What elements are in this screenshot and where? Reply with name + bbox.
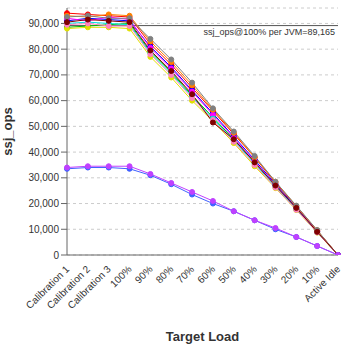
svg-text:40,000: 40,000 bbox=[28, 147, 59, 158]
svg-text:80%: 80% bbox=[154, 263, 176, 285]
svg-text:20,000: 20,000 bbox=[28, 198, 59, 209]
svg-text:Calibration 1: Calibration 1 bbox=[23, 263, 72, 311]
svg-text:50%: 50% bbox=[216, 263, 238, 285]
svg-text:Calibration 3: Calibration 3 bbox=[65, 263, 113, 311]
svg-text:Active Idle: Active Idle bbox=[302, 263, 340, 304]
svg-text:Calibration 2: Calibration 2 bbox=[44, 263, 93, 311]
svg-text:10,000: 10,000 bbox=[28, 224, 59, 235]
svg-text:30%: 30% bbox=[258, 263, 280, 285]
svg-text:70,000: 70,000 bbox=[28, 69, 59, 80]
svg-text:90%: 90% bbox=[133, 263, 155, 285]
svg-text:50,000: 50,000 bbox=[28, 121, 59, 132]
svg-text:60,000: 60,000 bbox=[28, 95, 59, 106]
svg-text:100%: 100% bbox=[108, 263, 134, 289]
svg-text:90,000: 90,000 bbox=[28, 18, 59, 29]
svg-text:10%: 10% bbox=[299, 263, 322, 286]
svg-text:80,000: 80,000 bbox=[28, 44, 59, 55]
svg-text:0: 0 bbox=[53, 250, 59, 261]
svg-text:30,000: 30,000 bbox=[28, 172, 59, 183]
svg-text:40%: 40% bbox=[237, 263, 259, 285]
svg-text:Target Load: Target Load bbox=[166, 329, 239, 344]
svg-text:60%: 60% bbox=[195, 263, 217, 285]
svg-text:ssj_ops: ssj_ops bbox=[8, 107, 15, 155]
svg-text:20%: 20% bbox=[279, 263, 301, 285]
svg-text:70%: 70% bbox=[174, 263, 196, 285]
svg-text:ssj_ops@100% per JVM=89,165: ssj_ops@100% per JVM=89,165 bbox=[204, 27, 335, 37]
